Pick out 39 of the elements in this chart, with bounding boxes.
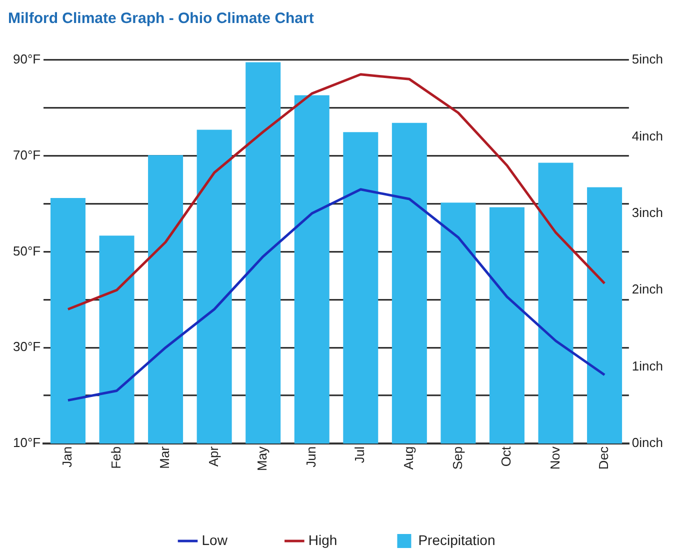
x-tick-label: Feb [108,446,124,469]
chart-title: Milford Climate Graph - Ohio Climate Chart [8,10,314,27]
y-tick-label: 50°F [12,243,41,258]
bar [196,130,232,444]
bar [246,62,281,444]
bar [440,202,476,444]
x-tick-label: Oct [498,446,514,467]
x-tick-label: May [254,446,270,472]
legend-label: High [308,532,338,548]
x-tick-label: Jan [60,446,75,468]
bar [587,187,622,444]
x-tick-label: Mar [157,446,172,469]
y-tick-label: 70°F [12,147,41,162]
bar [294,95,330,444]
x-tick-label: Nov [547,446,562,470]
bar [489,207,524,444]
x-tick-label: Jun [303,446,318,468]
y2-tick-label: 0inch [632,435,663,450]
legend-label: Low [202,532,228,548]
x-tick-label: Aug [401,446,416,470]
y2-tick-label: 1inch [632,358,663,374]
legend-label: Precipitation [418,532,496,548]
bar [99,236,134,444]
x-tick-label: Dec [596,446,612,470]
y2-tick-label: 5inch [632,52,663,67]
x-tick-label: Sep [450,446,465,470]
x-tick-label: Jul [352,446,368,464]
x-tick-label: Apr [206,446,221,467]
y-tick-label: 30°F [12,339,41,354]
bar [50,198,86,444]
y-tick-label: 90°F [12,52,41,67]
bar [148,155,184,444]
bar [538,162,574,444]
y-tick-label: 10°F [12,435,41,450]
y2-tick-label: 2inch [632,282,663,297]
y2-tick-label: 4inch [632,128,663,144]
y2-tick-label: 3inch [632,204,663,220]
bar [392,122,427,444]
bar [343,132,378,444]
